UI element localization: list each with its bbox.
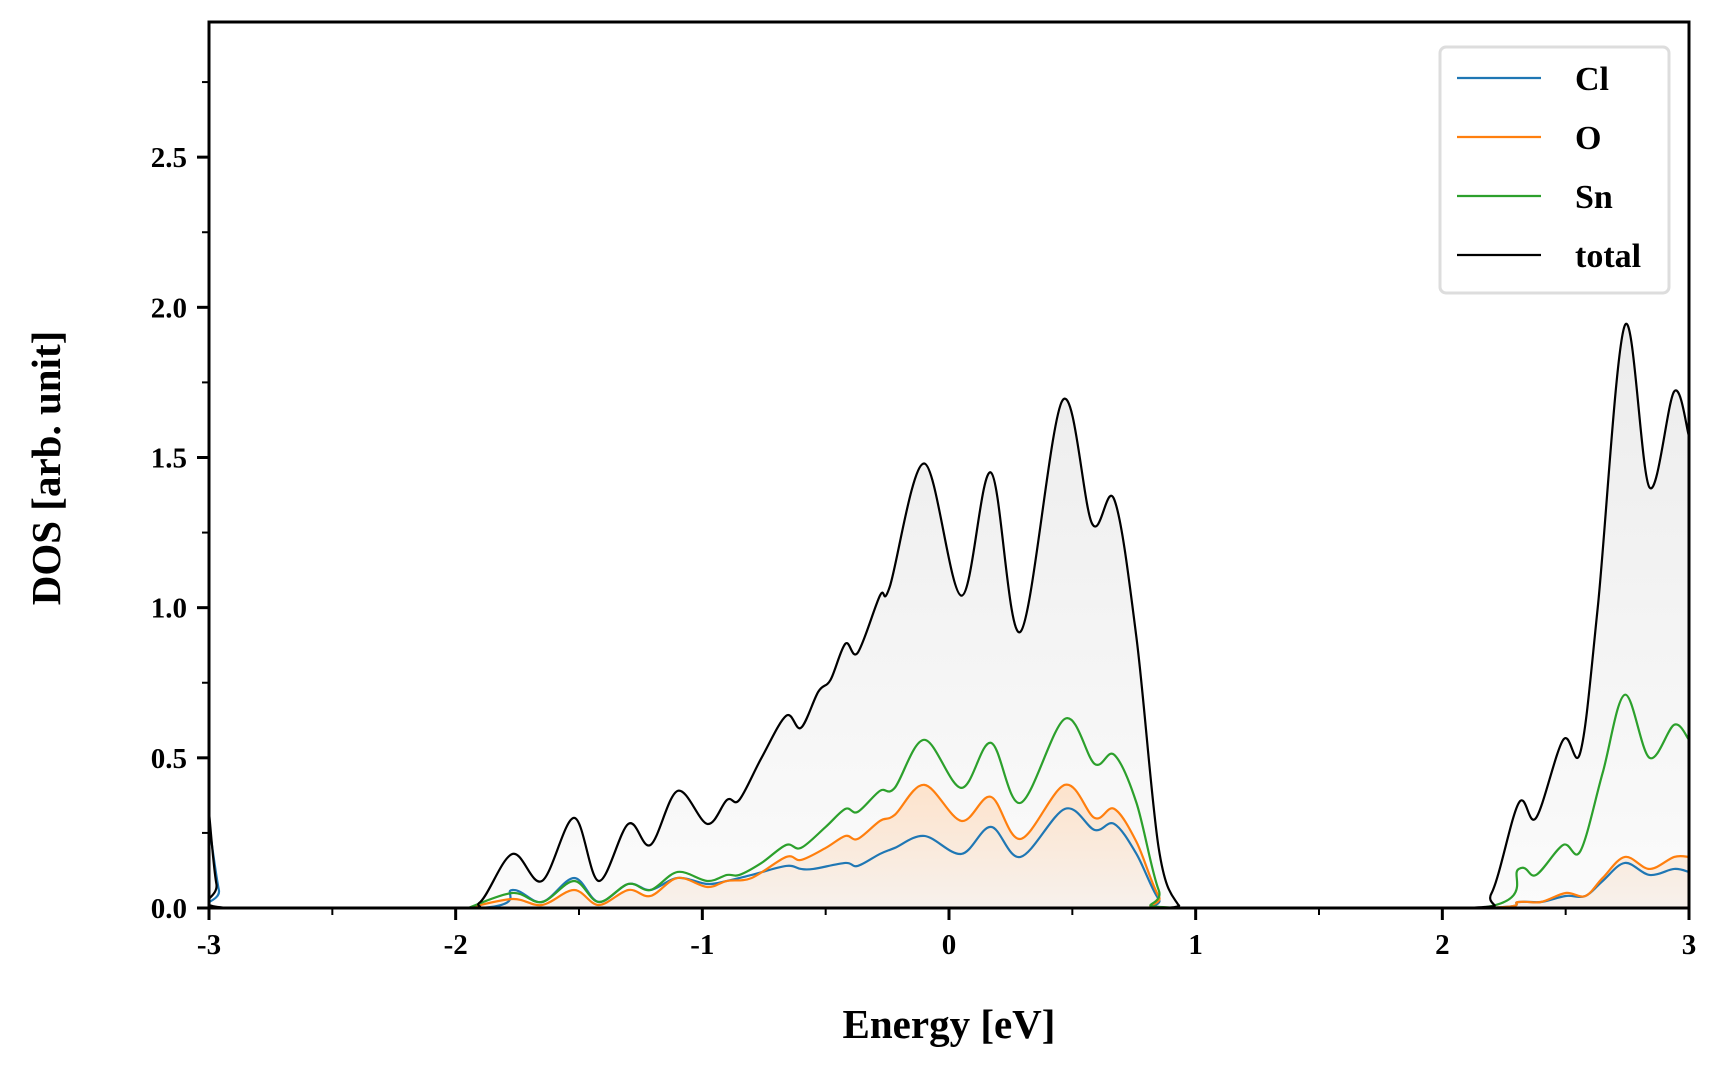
y-tick-label: 0.0 — [151, 893, 187, 925]
legend-label-sn: Sn — [1575, 179, 1613, 216]
x-axis-title: Energy [eV] — [843, 1001, 1056, 1047]
fill-o — [468, 784, 1689, 908]
y-tick-label: 1.0 — [151, 593, 187, 625]
legend-label-cl: Cl — [1575, 61, 1609, 98]
x-tick-label: -1 — [690, 929, 714, 961]
legend-box — [1438, 45, 1671, 295]
x-tick-label: 2 — [1435, 929, 1450, 961]
x-tick-label: -3 — [197, 929, 221, 961]
series-line-total — [209, 322, 1689, 908]
y-tick-label: 2.0 — [151, 292, 187, 324]
x-tick-label: 1 — [1188, 929, 1203, 961]
legend-label-total: total — [1575, 238, 1641, 275]
fill-total — [209, 323, 1689, 908]
y-tick-label: 0.5 — [151, 743, 187, 775]
legend: Cl O Sn total — [1438, 45, 1671, 295]
series-line-sn — [467, 693, 1689, 908]
series-line-o — [467, 783, 1689, 908]
y-tick-label: 2.5 — [151, 142, 187, 174]
x-tick-label: 0 — [942, 929, 957, 961]
legend-label-o: O — [1575, 120, 1601, 157]
x-tick-label: 3 — [1682, 929, 1697, 961]
y-tick-label: 1.5 — [151, 442, 187, 474]
x-tick-label: -2 — [444, 929, 468, 961]
y-axis-title: DOS [arb. unit] — [23, 331, 69, 606]
